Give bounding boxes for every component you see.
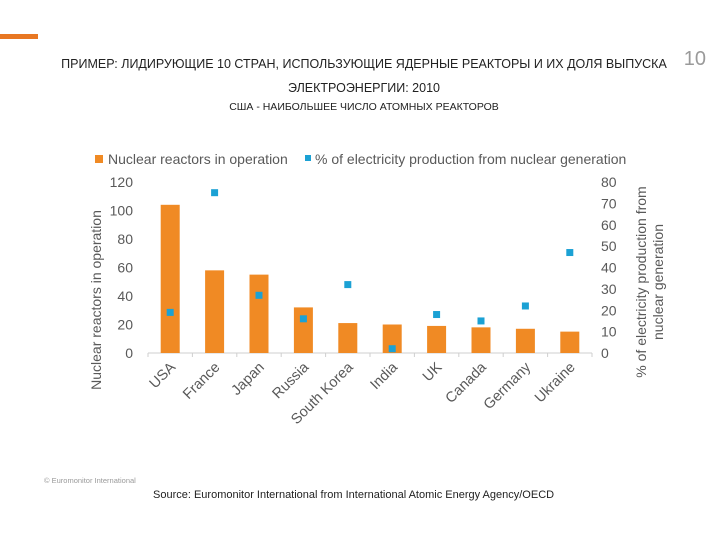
x-tick-label: Ukraine bbox=[532, 360, 579, 407]
y-tick-label: 40 bbox=[117, 288, 133, 304]
y2-tick-label: 50 bbox=[601, 238, 617, 254]
scatter-point bbox=[433, 311, 441, 319]
scatter-point bbox=[521, 302, 529, 310]
scatter-point bbox=[255, 291, 263, 299]
accent-bar bbox=[0, 34, 38, 39]
y-tick-label: 80 bbox=[117, 231, 133, 247]
legend-swatch-reactors bbox=[95, 155, 103, 163]
x-tick-label: France bbox=[180, 360, 223, 403]
page-title: ПРИМЕР: ЛИДИРУЮЩИЕ 10 СТРАН, ИСПОЛЬЗУЮЩИ… bbox=[61, 57, 667, 95]
x-tick-label: Russia bbox=[270, 359, 313, 402]
y2-tick-label: 60 bbox=[601, 217, 617, 233]
y-tick-label: 100 bbox=[110, 203, 134, 219]
y2-axis-title-line: nuclear generation bbox=[650, 224, 666, 340]
x-tick-label: USA bbox=[147, 359, 180, 392]
y-axis-title: Nuclear reactors in operation bbox=[88, 210, 104, 390]
y2-tick-label: 40 bbox=[601, 260, 617, 276]
bar bbox=[515, 328, 535, 353]
bar bbox=[160, 204, 180, 353]
source-note: Source: Euromonitor International from I… bbox=[153, 489, 555, 501]
scatter-point bbox=[344, 281, 352, 289]
copyright: © Euromonitor International bbox=[44, 476, 136, 485]
scatter-point bbox=[166, 308, 174, 316]
page-number: 10 bbox=[683, 48, 706, 70]
page-subtitle: США - НАИБОЛЬШЕЕ ЧИСЛО АТОМНЫХ РЕАКТОРОВ bbox=[229, 101, 499, 113]
y-tick-label: 60 bbox=[117, 260, 133, 276]
y2-tick-label: 70 bbox=[601, 195, 617, 211]
y-tick-label: 20 bbox=[117, 317, 133, 333]
y2-axis-title-line: % of electricity production from bbox=[633, 186, 649, 377]
scatter-point bbox=[477, 317, 485, 325]
x-tick-label: India bbox=[367, 359, 401, 393]
y2-axis-title: % of electricity production fromnuclear … bbox=[633, 186, 666, 377]
legend-label-reactors: Nuclear reactors in operation bbox=[108, 151, 288, 167]
scatter-point bbox=[566, 249, 574, 257]
bar bbox=[293, 307, 313, 353]
y2-tick-label: 30 bbox=[601, 281, 617, 297]
scatter-point bbox=[388, 345, 396, 353]
y2-tick-label: 0 bbox=[601, 345, 609, 361]
bar bbox=[382, 324, 402, 353]
y-tick-label: 120 bbox=[110, 174, 134, 190]
bar bbox=[205, 270, 225, 353]
scatter-point bbox=[211, 189, 219, 197]
y2-tick-label: 20 bbox=[601, 302, 617, 318]
y-tick-label: 0 bbox=[125, 345, 133, 361]
legend-label-share: % of electricity production from nuclear… bbox=[315, 151, 626, 167]
chart: Nuclear reactors in operation % of electr… bbox=[88, 151, 666, 428]
x-tick-label: Germany bbox=[481, 359, 535, 413]
bar bbox=[560, 331, 580, 353]
x-tick-label: Japan bbox=[229, 360, 268, 399]
bar bbox=[338, 323, 358, 353]
scatter-point bbox=[299, 315, 307, 323]
x-tick-label: UK bbox=[420, 359, 446, 385]
legend-swatch-share bbox=[305, 155, 311, 161]
bar bbox=[427, 325, 447, 353]
y2-tick-label: 10 bbox=[601, 324, 617, 340]
bar bbox=[471, 327, 491, 353]
y2-tick-label: 80 bbox=[601, 174, 617, 190]
bar bbox=[249, 274, 269, 353]
